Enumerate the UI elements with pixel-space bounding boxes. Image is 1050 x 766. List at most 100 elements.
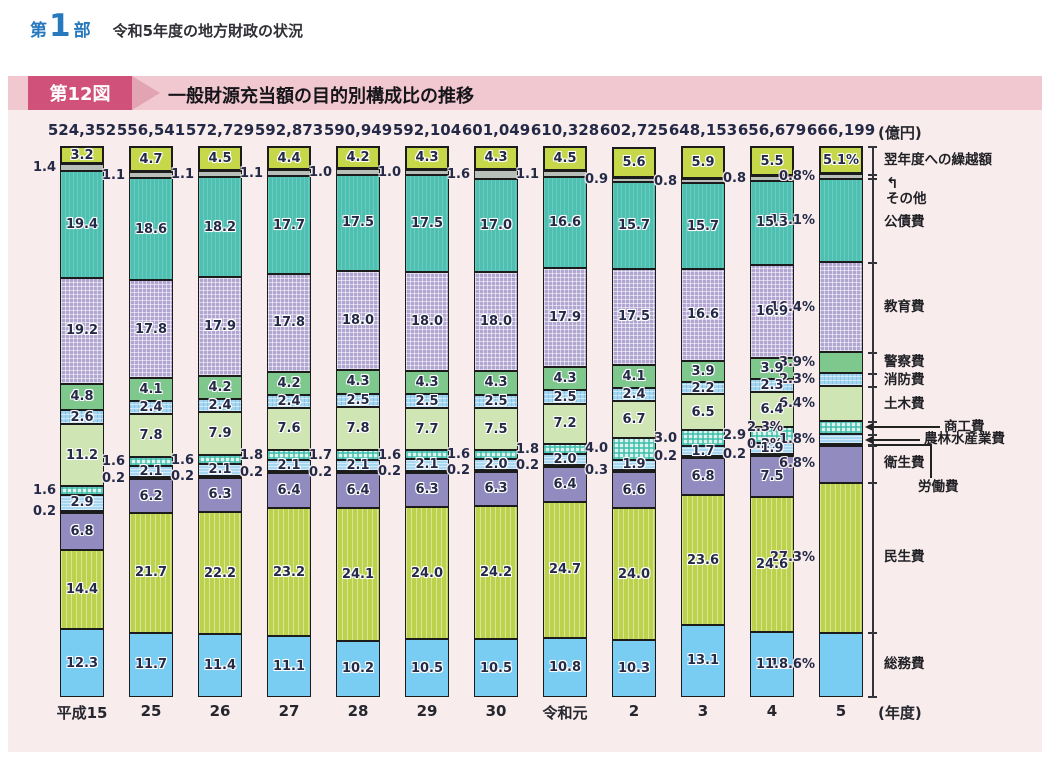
segment-kurikoshi: 4.5: [198, 146, 242, 171]
segment-sonota: [612, 177, 656, 183]
value-label: 17.8: [134, 321, 168, 337]
value-label: 19.2: [65, 323, 99, 339]
value-label: 6.6: [622, 482, 646, 498]
value-label: 2.4: [622, 386, 646, 402]
segment-kousai: 15.7: [612, 182, 656, 269]
value-label: 16.6: [548, 215, 582, 231]
segment-sonota: [405, 169, 449, 176]
value-label: 10.3: [617, 661, 651, 677]
stacked-bar: 5.1%: [819, 146, 863, 697]
segment-kousai: 17.7: [267, 176, 311, 274]
value-label: 5.6: [622, 154, 646, 170]
outside-value-label: 0.8: [722, 171, 746, 187]
value-label: 17.9: [548, 309, 582, 325]
outside-value-label: 0.2%: [746, 437, 783, 453]
value-label: 6.3: [208, 487, 232, 503]
stacked-bar: 11.1 23.2 6.4 2.1 7.6 2.4 4.2 17.8 17.7 4.4: [267, 146, 311, 697]
outside-value-label: 0.2: [239, 464, 263, 480]
segment-doboku: 11.2: [60, 424, 104, 487]
stacked-bar: 10.2 24.1 6.4 2.1 7.8 2.5 4.3 18.0 17.5 4.2: [336, 146, 380, 697]
segment-minsei: 22.2: [198, 512, 242, 635]
segment-shoukou: [819, 421, 863, 434]
year-label: 2: [628, 702, 640, 720]
page-header: 第1 部 令和5年度の地方財政の状況: [30, 8, 303, 44]
year-label: 30: [485, 702, 507, 720]
year-axis-label: (年度): [878, 704, 922, 722]
segment-minsei: 24.0: [612, 508, 656, 641]
segment-shoubou: 2.5: [336, 393, 380, 408]
segment-shoubou: 2.4: [612, 386, 656, 402]
segment-minsei: 21.7: [129, 513, 173, 633]
segment-kurikoshi: 5.1%: [819, 146, 863, 175]
value-label: 4.3: [553, 371, 577, 387]
segment-soumu: 10.8: [543, 637, 587, 697]
return-arrow-icon: ↰: [886, 174, 899, 192]
value-label: 6.3: [484, 481, 508, 497]
part-suffix: 部: [73, 21, 91, 41]
value-label: 24.2: [479, 565, 513, 581]
value-label: 4.3: [484, 375, 508, 391]
segment-doboku: 7.8: [336, 407, 380, 451]
segment-minsei: 24.6: [750, 496, 794, 633]
segment-roudou: [129, 477, 173, 480]
segment-doboku: 7.8: [129, 413, 173, 457]
segment-minsei: 14.4: [60, 550, 104, 630]
segment-kyouiku: 16.6: [681, 269, 725, 361]
segment-shoubou: [819, 373, 863, 386]
segment-kousai: 17.5: [405, 175, 449, 272]
value-label: 2.4: [139, 399, 163, 415]
total-label: 602,725: [599, 121, 669, 139]
segment-tick: [868, 696, 877, 698]
outside-value-label: 1.8%: [778, 431, 815, 447]
segment-kousai: [819, 178, 863, 262]
value-label: 17.8: [272, 315, 306, 331]
roudou-connector-v: [930, 444, 932, 478]
segment-keisatsu: 4.2: [267, 371, 311, 395]
value-label: 17.0: [479, 217, 513, 233]
stacked-bar: 11.7 21.7 6.2 2.1 7.8 2.4 4.1 17.8 18.6 4.7: [129, 146, 173, 697]
segment-roudou: [474, 469, 518, 472]
segment-doboku: 7.6: [267, 407, 311, 450]
total-label: 610,328: [530, 121, 600, 139]
segment-soumu: 11.4: [198, 634, 242, 697]
value-label: 4.2: [208, 379, 232, 395]
value-label: 6.8: [691, 468, 715, 484]
value-label: 4.3: [415, 374, 439, 390]
stacked-bar: 13.1 23.6 6.8 1.7 6.5 2.2 3.9 16.6 15.7 5.9: [681, 146, 725, 697]
segment-minsei: 23.2: [267, 508, 311, 636]
value-label: 2.4: [277, 393, 301, 409]
value-label: 24.1: [341, 567, 375, 583]
segment-soumu: 10.3: [612, 640, 656, 697]
value-label: 2.5: [415, 393, 439, 409]
figure-panel: [8, 76, 1042, 752]
value-label: 6.3: [415, 482, 439, 498]
segment-roudou: [198, 475, 242, 478]
figure-title-bar: [8, 76, 1042, 110]
segment-keisatsu: [819, 351, 863, 374]
stacked-bar: 12.3 14.4 6.8 2.9 11.2 2.6 4.8 19.2 19.4 3.2: [60, 146, 104, 697]
segment-eisei: 6.8: [60, 512, 104, 551]
segment-eisei: 6.3: [474, 471, 518, 507]
segment-kousai: 19.4: [60, 171, 104, 279]
segment-kurikoshi: 5.6: [612, 146, 656, 178]
value-label: 23.6: [686, 552, 720, 568]
segment-kousai: 18.6: [129, 178, 173, 281]
segment-soumu: 11.7: [129, 632, 173, 697]
value-label: 15.3: [755, 215, 789, 231]
value-label: 4.8: [70, 389, 94, 405]
segment-sonota: [198, 170, 242, 177]
outside-value-label: 1.1: [170, 166, 194, 182]
outside-value-label: 1.4: [32, 160, 56, 176]
value-label: 2.6: [70, 409, 94, 425]
segment-soumu: 12.3: [60, 629, 104, 697]
segment-kurikoshi: 4.3: [405, 146, 449, 170]
segment-soumu: 10.5: [405, 639, 449, 697]
segment-shoukou: [543, 443, 587, 454]
segment-kyouiku: 17.8: [267, 273, 311, 372]
segment-tick: [868, 146, 877, 148]
outside-value-label: 3.9%: [778, 355, 815, 371]
segment-soumu: 10.2: [336, 640, 380, 697]
value-label: 7.5: [484, 421, 508, 437]
segment-doboku: 7.7: [405, 407, 449, 451]
